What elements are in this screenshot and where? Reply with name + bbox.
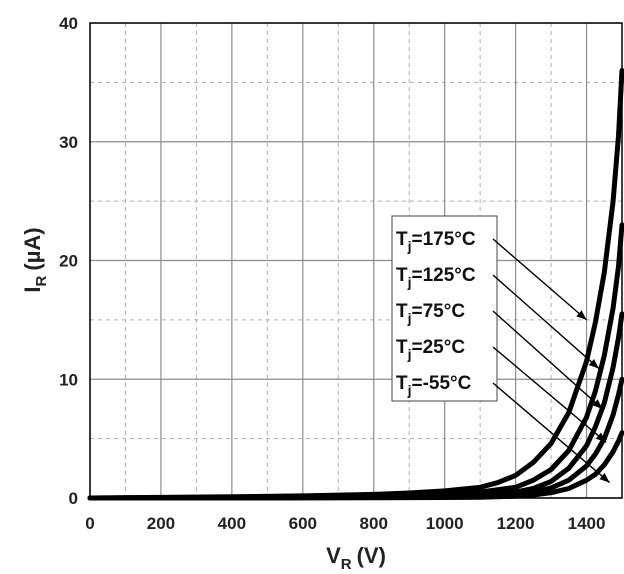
callout-arrow-head — [576, 310, 587, 320]
callout-arrow-head — [592, 399, 603, 409]
y-axis-title-main: I — [20, 286, 45, 292]
callout-arrow-line — [492, 310, 603, 410]
legend-label-rest: =25°C — [412, 337, 466, 358]
y-axis-title: IR (µA) — [20, 227, 50, 292]
callout-arrow-line — [492, 382, 611, 484]
y-tick-label: 40 — [59, 14, 78, 33]
x-tick-label: 800 — [360, 514, 388, 533]
legend-label-1: Tj=125°C — [396, 265, 476, 290]
x-tick-label: 400 — [218, 514, 246, 533]
x-axis-title-unit: (V) — [357, 543, 386, 568]
legend-label-rest: =125°C — [412, 265, 476, 286]
x-tick-labels: 0 200 400 600 800 1000 1200 1400 — [85, 514, 605, 533]
legend-label-sub: j — [407, 310, 412, 326]
y-tick-label: 0 — [69, 489, 78, 508]
callout-arrow-line — [492, 274, 600, 370]
x-tick-label: 200 — [147, 514, 175, 533]
legend-label-main: T — [396, 373, 408, 394]
plot-frame — [89, 22, 623, 499]
legend-label-3: Tj=25°C — [396, 337, 465, 362]
y-axis-title-sub: R — [33, 275, 50, 286]
x-tick-label: 600 — [289, 514, 317, 533]
legend-label-main: T — [396, 301, 408, 322]
plot-border — [89, 22, 623, 499]
callout-arrow-line — [492, 346, 607, 443]
legend-label-4: Tj=-55°C — [396, 373, 472, 398]
legend-label-rest: =75°C — [412, 301, 466, 322]
legend-label-sub: j — [407, 346, 412, 362]
legend-label-sub: j — [407, 382, 412, 398]
legend-label-rest: =175°C — [412, 229, 476, 250]
y-tick-label: 10 — [59, 370, 78, 389]
legend-box — [391, 215, 498, 402]
legend-label-main: T — [396, 337, 408, 358]
y-tick-labels: 0 10 20 30 40 — [59, 14, 78, 508]
callout-arrow-head — [588, 358, 599, 369]
x-tick-label: 1000 — [426, 514, 464, 533]
y-axis-title-unit: (µA) — [20, 227, 45, 270]
legend-label-sub: j — [407, 238, 412, 254]
x-axis-title-main: V — [326, 543, 341, 568]
callout-arrow-head — [599, 473, 610, 483]
legend-callouts: Tj=175°CTj=125°CTj=75°CTj=25°CTj=-55°C — [391, 215, 611, 484]
callout-arrow-head — [595, 432, 607, 443]
x-axis-title: VR (V) — [326, 543, 386, 573]
legend-label-main: T — [396, 265, 408, 286]
x-tick-label: 1400 — [568, 514, 606, 533]
x-axis-title-sub: R — [341, 556, 352, 573]
y-tick-label: 20 — [59, 252, 78, 271]
legend-label-main: T — [396, 229, 408, 250]
callout-arrow-line — [492, 238, 587, 321]
x-tick-label: 0 — [85, 514, 94, 533]
y-tick-label: 30 — [59, 133, 78, 152]
legend-label-0: Tj=175°C — [396, 229, 476, 254]
legend-label-sub: j — [407, 274, 412, 290]
legend-label-rest: =-55°C — [412, 373, 472, 394]
legend-label-2: Tj=75°C — [396, 301, 465, 326]
x-tick-label: 1200 — [497, 514, 535, 533]
